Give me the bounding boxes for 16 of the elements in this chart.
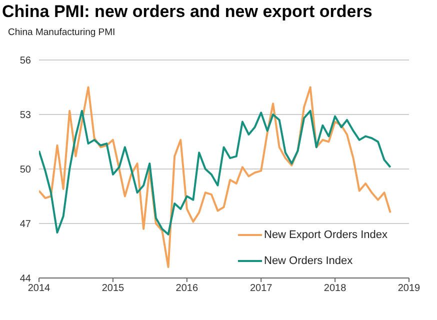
text: China Manufacturing PMI xyxy=(8,27,116,38)
x-tick-label: 2014 xyxy=(28,283,51,294)
y-tick-label: 44 xyxy=(20,274,32,285)
x-tick-label: 2015 xyxy=(102,283,125,294)
legend-label: New Export Orders Index xyxy=(264,228,388,243)
y-tick-label: 56 xyxy=(20,56,32,67)
line-series xyxy=(39,86,392,268)
x-tick-label: 2016 xyxy=(176,283,198,294)
legend-label: New Orders Index xyxy=(264,254,353,269)
x-tick-label: 2017 xyxy=(250,283,273,294)
x-tick-label: 2019 xyxy=(398,283,421,294)
x-tick-label: 2018 xyxy=(324,283,347,294)
y-tick-label: 53 xyxy=(20,110,32,122)
y-tick-label: 47 xyxy=(20,219,32,230)
y-tick-label: 50 xyxy=(20,164,32,176)
chart-title: China PMI: new orders and new export orders xyxy=(2,2,372,22)
